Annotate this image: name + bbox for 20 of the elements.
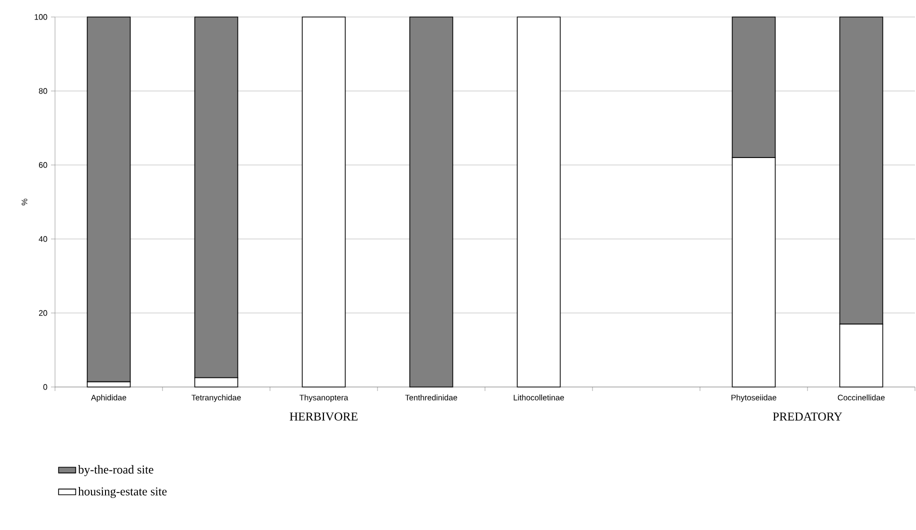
y-tick-label: 100 (34, 14, 48, 20)
text: PREDATORY (772, 412, 842, 421)
x-tick-label: Coccinellidae (838, 394, 885, 400)
y-tick-label: 20 (38, 310, 48, 316)
y-tick-label: 80 (38, 88, 48, 94)
legend-label: housing-estate site (78, 487, 167, 498)
y-tick-label: 0 (43, 384, 48, 390)
y-tick-label: 40 (38, 236, 48, 242)
x-tick-label: Thysanoptera (299, 394, 348, 402)
x-tick-label: Tenthredinidae (405, 394, 458, 400)
x-tick-label: Tetranychidae (192, 394, 241, 402)
bar (516, 16, 561, 388)
x-tick-label: Phytoseiidae (732, 394, 776, 402)
y-axis-title: % (22, 198, 28, 206)
x-tick-label: Lithocolletinae (514, 394, 564, 400)
legend-label: by-the-road site (78, 465, 154, 476)
bar (302, 16, 346, 388)
x-tick-label: Aphididae (90, 394, 126, 402)
y-tick-label: 60 (38, 162, 48, 168)
text: HERBIVORE (290, 412, 358, 421)
